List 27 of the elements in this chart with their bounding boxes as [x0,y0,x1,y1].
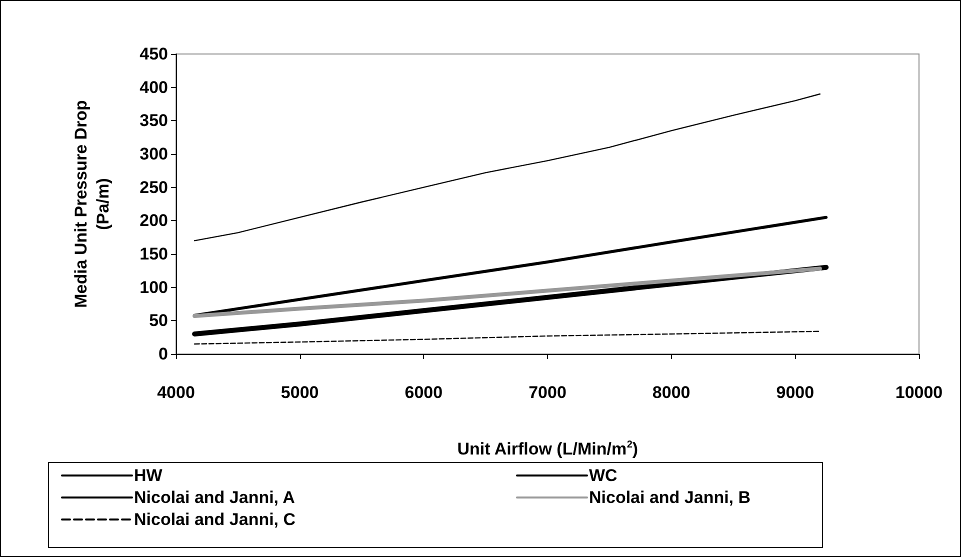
y-tick-label: 50 [149,311,168,330]
line-series [194,93,821,242]
legend-label: HW [134,466,164,485]
y-tick-label: 200 [140,211,168,230]
y-tick-label: 300 [140,144,168,164]
x-tick-label: 10000 [895,383,943,402]
y-tick-label: 400 [140,78,168,97]
line-series [194,330,821,345]
y-tick-label: 250 [140,178,168,197]
x-tick-label: 7000 [528,383,566,402]
y-tick-label: 150 [140,244,168,264]
legend-label: Nicolai and Janni, C [134,510,296,529]
y-tick-label: 0 [158,344,168,364]
line-series [193,216,828,317]
y-tick-label: 100 [140,278,168,297]
legend-label: WC [589,466,618,485]
legend-label: Nicolai and Janni, A [134,488,295,507]
x-tick-label: 9000 [776,383,814,402]
y-tick-label: 450 [140,44,168,64]
x-tick-label: 6000 [404,383,443,402]
x-tick-label: 5000 [280,383,319,402]
legend-label: Nicolai and Janni, B [589,488,751,507]
line-series [192,266,822,318]
x-tick-label: 4000 [157,383,195,402]
x-tick-label: 8000 [652,383,690,402]
y-tick-label: 350 [140,111,168,130]
y-axis-title: Media Unit Pressure Drop (Pa/m) [72,100,112,308]
